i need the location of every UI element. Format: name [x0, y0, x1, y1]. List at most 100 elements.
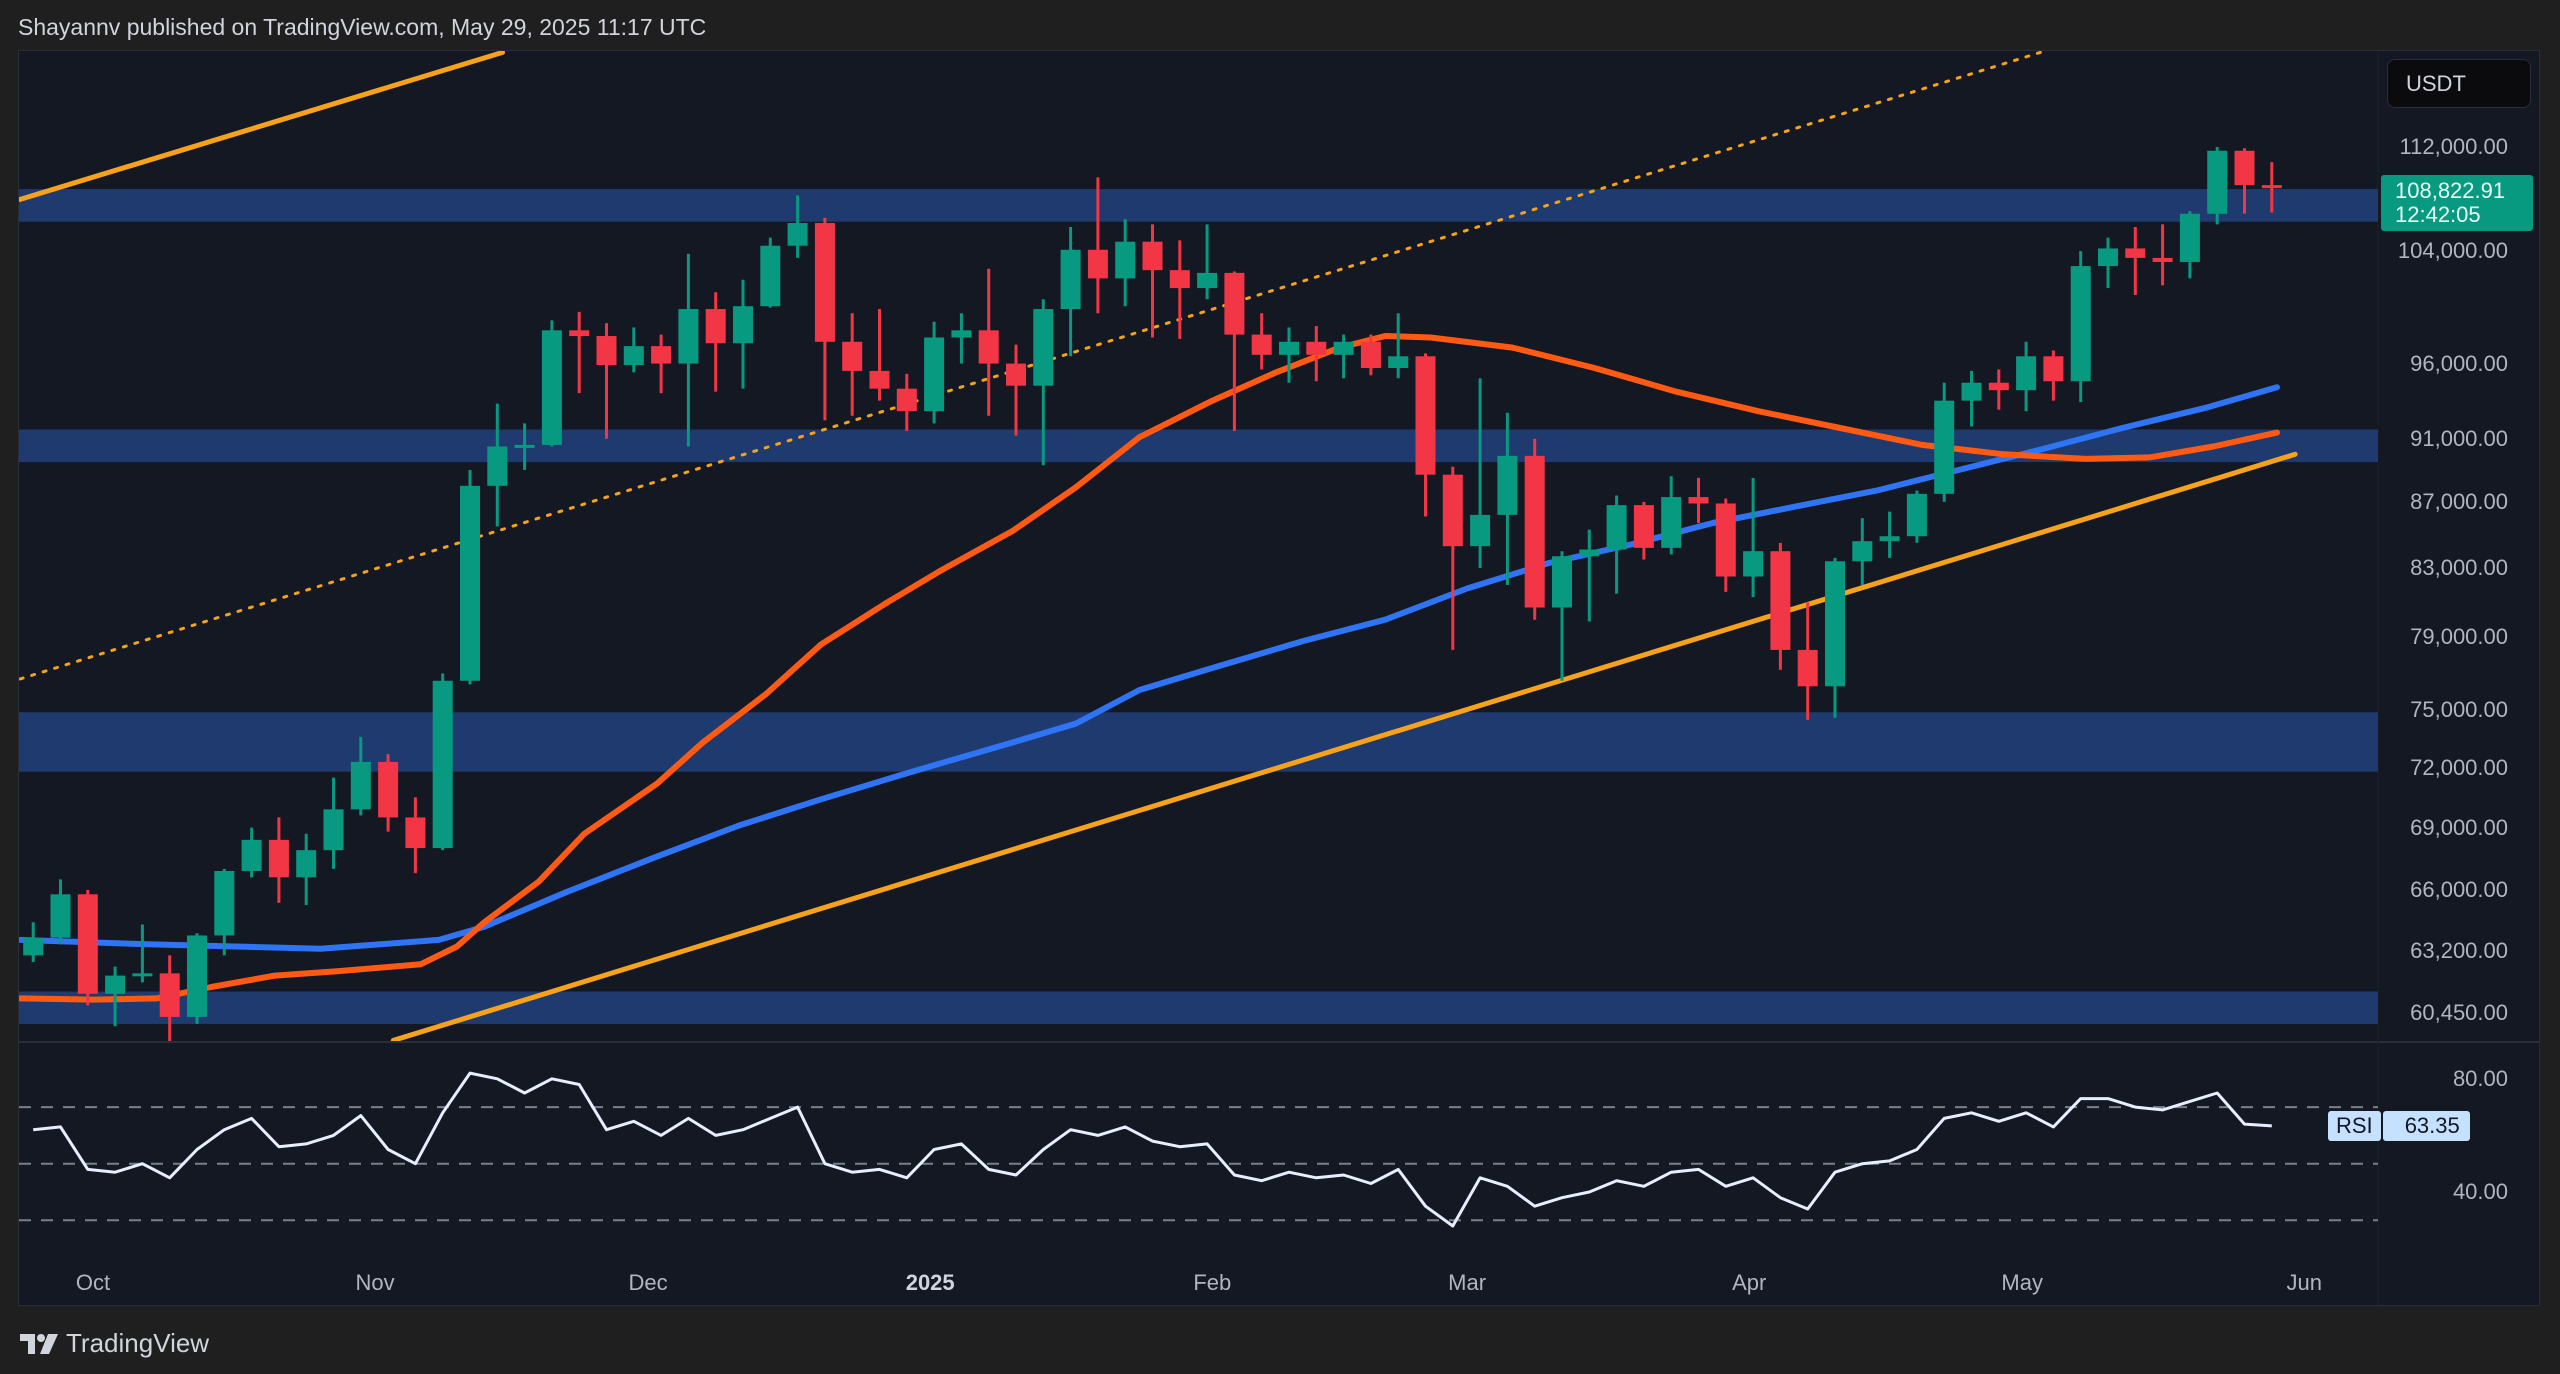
candle-body	[1197, 272, 1218, 289]
candle-body	[132, 973, 153, 977]
moving-averages	[19, 333, 2280, 1003]
candle-body	[978, 330, 999, 364]
candle	[378, 754, 399, 832]
candle	[541, 320, 562, 447]
candle	[869, 309, 890, 401]
candle	[1470, 378, 1491, 569]
candle-body	[1306, 341, 1327, 355]
candle-body	[214, 870, 235, 936]
moving-average-line	[19, 333, 2280, 1003]
candle-body	[105, 975, 126, 994]
candle	[1442, 466, 1463, 650]
time-tick-label: Nov	[355, 1270, 395, 1295]
candle-body	[1633, 505, 1654, 548]
last-price: 108,822.91	[2395, 178, 2506, 203]
trendline	[390, 451, 2298, 1041]
candle-body	[1251, 334, 1272, 355]
candle-body	[1497, 455, 1518, 515]
candle	[77, 890, 98, 1006]
candle-body	[1388, 356, 1409, 368]
candle	[1497, 412, 1518, 586]
candle	[350, 736, 371, 816]
candle-body	[2016, 356, 2037, 391]
candle-body	[1688, 497, 1709, 504]
candle	[432, 673, 453, 851]
candle-body	[1852, 541, 1873, 562]
candle	[1142, 224, 1163, 338]
candle	[1988, 369, 2009, 410]
rsi-value: 63.35	[2382, 1111, 2470, 1141]
candle-body	[1087, 249, 1108, 279]
candle-body	[1169, 270, 1190, 289]
candle	[1715, 498, 1736, 592]
candle	[241, 827, 262, 878]
candle	[187, 933, 207, 1024]
candle	[2043, 350, 2064, 401]
candle	[2070, 251, 2091, 403]
candle	[733, 279, 753, 389]
candle-body	[378, 761, 399, 818]
brand-name: TradingView	[66, 1328, 210, 1358]
candle	[1087, 177, 1108, 314]
candle	[50, 879, 71, 945]
price-tick-label: 63,200.00	[2410, 937, 2508, 963]
trendlines	[19, 51, 2298, 1041]
candle-body	[1579, 549, 1600, 557]
candle	[1306, 326, 1327, 382]
candle	[1606, 495, 1627, 594]
candle	[1006, 344, 1026, 436]
candle	[460, 469, 480, 685]
time-tick-label: Feb	[1193, 1270, 1232, 1295]
candle-body	[1524, 455, 1545, 608]
candle	[1906, 490, 1927, 543]
bar-countdown: 12:42:05	[2395, 202, 2481, 227]
candle	[1797, 602, 1818, 720]
time-tick-label: Dec	[628, 1270, 668, 1295]
candle	[2125, 227, 2146, 296]
price-tick-label: 83,000.00	[2410, 555, 2508, 581]
time-tick-label: May	[2001, 1270, 2043, 1295]
candle	[1251, 313, 1272, 370]
candle	[2261, 162, 2282, 213]
candle-body	[1552, 556, 1572, 608]
candle-body	[1988, 382, 2009, 391]
candle-body	[1770, 551, 1791, 650]
candle-body	[2261, 185, 2282, 189]
candle	[2207, 147, 2228, 225]
candle-body	[2098, 248, 2118, 267]
rsi-line	[33, 1071, 2272, 1228]
candle-body	[2179, 213, 2200, 262]
candle	[105, 966, 126, 1027]
candle	[924, 321, 945, 424]
candle	[1415, 353, 1436, 517]
candle	[1934, 382, 1955, 502]
candle-body	[2070, 266, 2091, 382]
tradingview-logo[interactable]: TradingView	[20, 1328, 209, 1359]
chart-pane[interactable]	[18, 50, 2540, 1306]
candle-body	[1333, 341, 1354, 355]
candle	[1633, 501, 1654, 560]
candle	[323, 777, 344, 869]
rsi-indicator	[19, 1071, 2378, 1228]
rsi-label: RSI	[2328, 1111, 2381, 1141]
candle-body	[405, 817, 426, 849]
price-tick-label: 87,000.00	[2410, 488, 2508, 514]
candle-body	[787, 223, 808, 246]
candle	[1169, 240, 1190, 339]
candle-body	[23, 937, 44, 956]
candle	[1743, 477, 1764, 598]
candle	[1825, 557, 1845, 718]
candle-body	[678, 309, 699, 364]
candle	[268, 817, 289, 903]
candle-body	[814, 223, 835, 342]
candle	[896, 373, 917, 432]
time-tick-label: 2025	[905, 1270, 955, 1295]
candle	[405, 797, 426, 874]
currency-selector[interactable]: USDT	[2387, 59, 2531, 108]
candle-body	[733, 306, 753, 344]
candle	[569, 311, 590, 394]
candle	[651, 334, 672, 394]
candle	[1579, 529, 1600, 622]
candle-body	[159, 973, 180, 1017]
